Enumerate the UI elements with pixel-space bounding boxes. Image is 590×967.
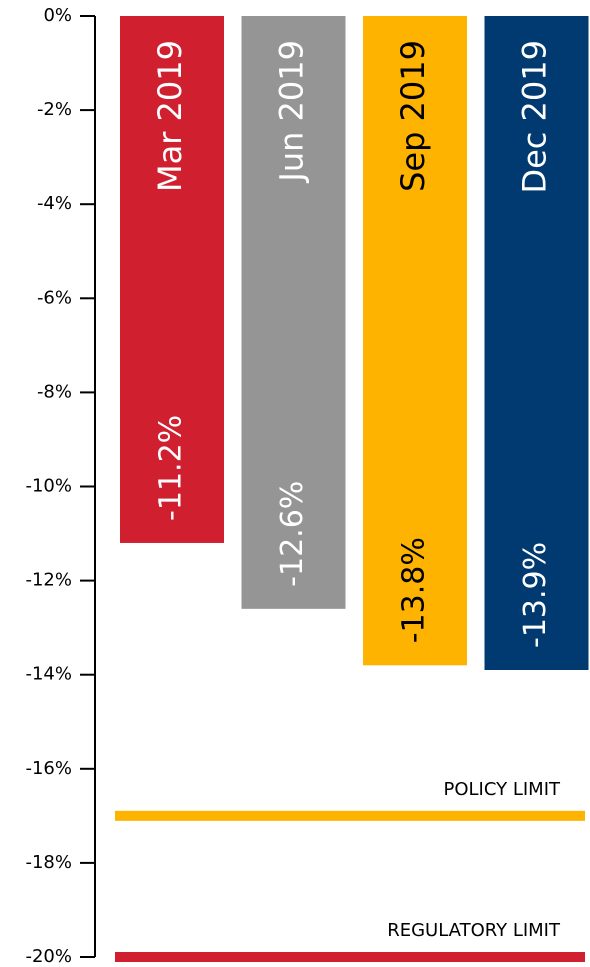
- y-tick-label: -14%: [25, 664, 72, 685]
- y-tick-label: -12%: [25, 570, 72, 591]
- bar: [363, 16, 467, 666]
- bar-value-label: -11.2%: [154, 415, 189, 521]
- bar: [120, 16, 224, 543]
- reference-line-label: POLICY LIMIT: [444, 779, 562, 800]
- y-tick-label: -8%: [37, 381, 72, 402]
- bar-category-label: Mar 2019: [151, 40, 189, 192]
- bar-value-label: -12.6%: [275, 481, 310, 587]
- y-tick-label: 0%: [43, 5, 72, 26]
- bar-category-label: Sep 2019: [394, 40, 432, 192]
- y-tick-label: -10%: [25, 476, 72, 497]
- y-tick-label: -4%: [37, 193, 72, 214]
- bar-value-label: -13.8%: [397, 537, 432, 643]
- reference-line: [115, 952, 585, 962]
- bar-category-label: Dec 2019: [516, 40, 554, 194]
- y-tick-label: -6%: [37, 287, 72, 308]
- y-tick-label: -16%: [25, 758, 72, 779]
- bar: [241, 16, 346, 609]
- bar: [484, 16, 589, 670]
- bar-value-label: -13.9%: [518, 542, 553, 648]
- y-tick-label: -20%: [25, 946, 72, 967]
- y-tick-label: -2%: [37, 99, 72, 120]
- y-tick-label: -18%: [25, 852, 72, 873]
- reference-line: [115, 810, 585, 821]
- bar-category-label: Jun 2019: [273, 40, 311, 184]
- reference-line-label: REGULATORY LIMIT: [387, 920, 561, 941]
